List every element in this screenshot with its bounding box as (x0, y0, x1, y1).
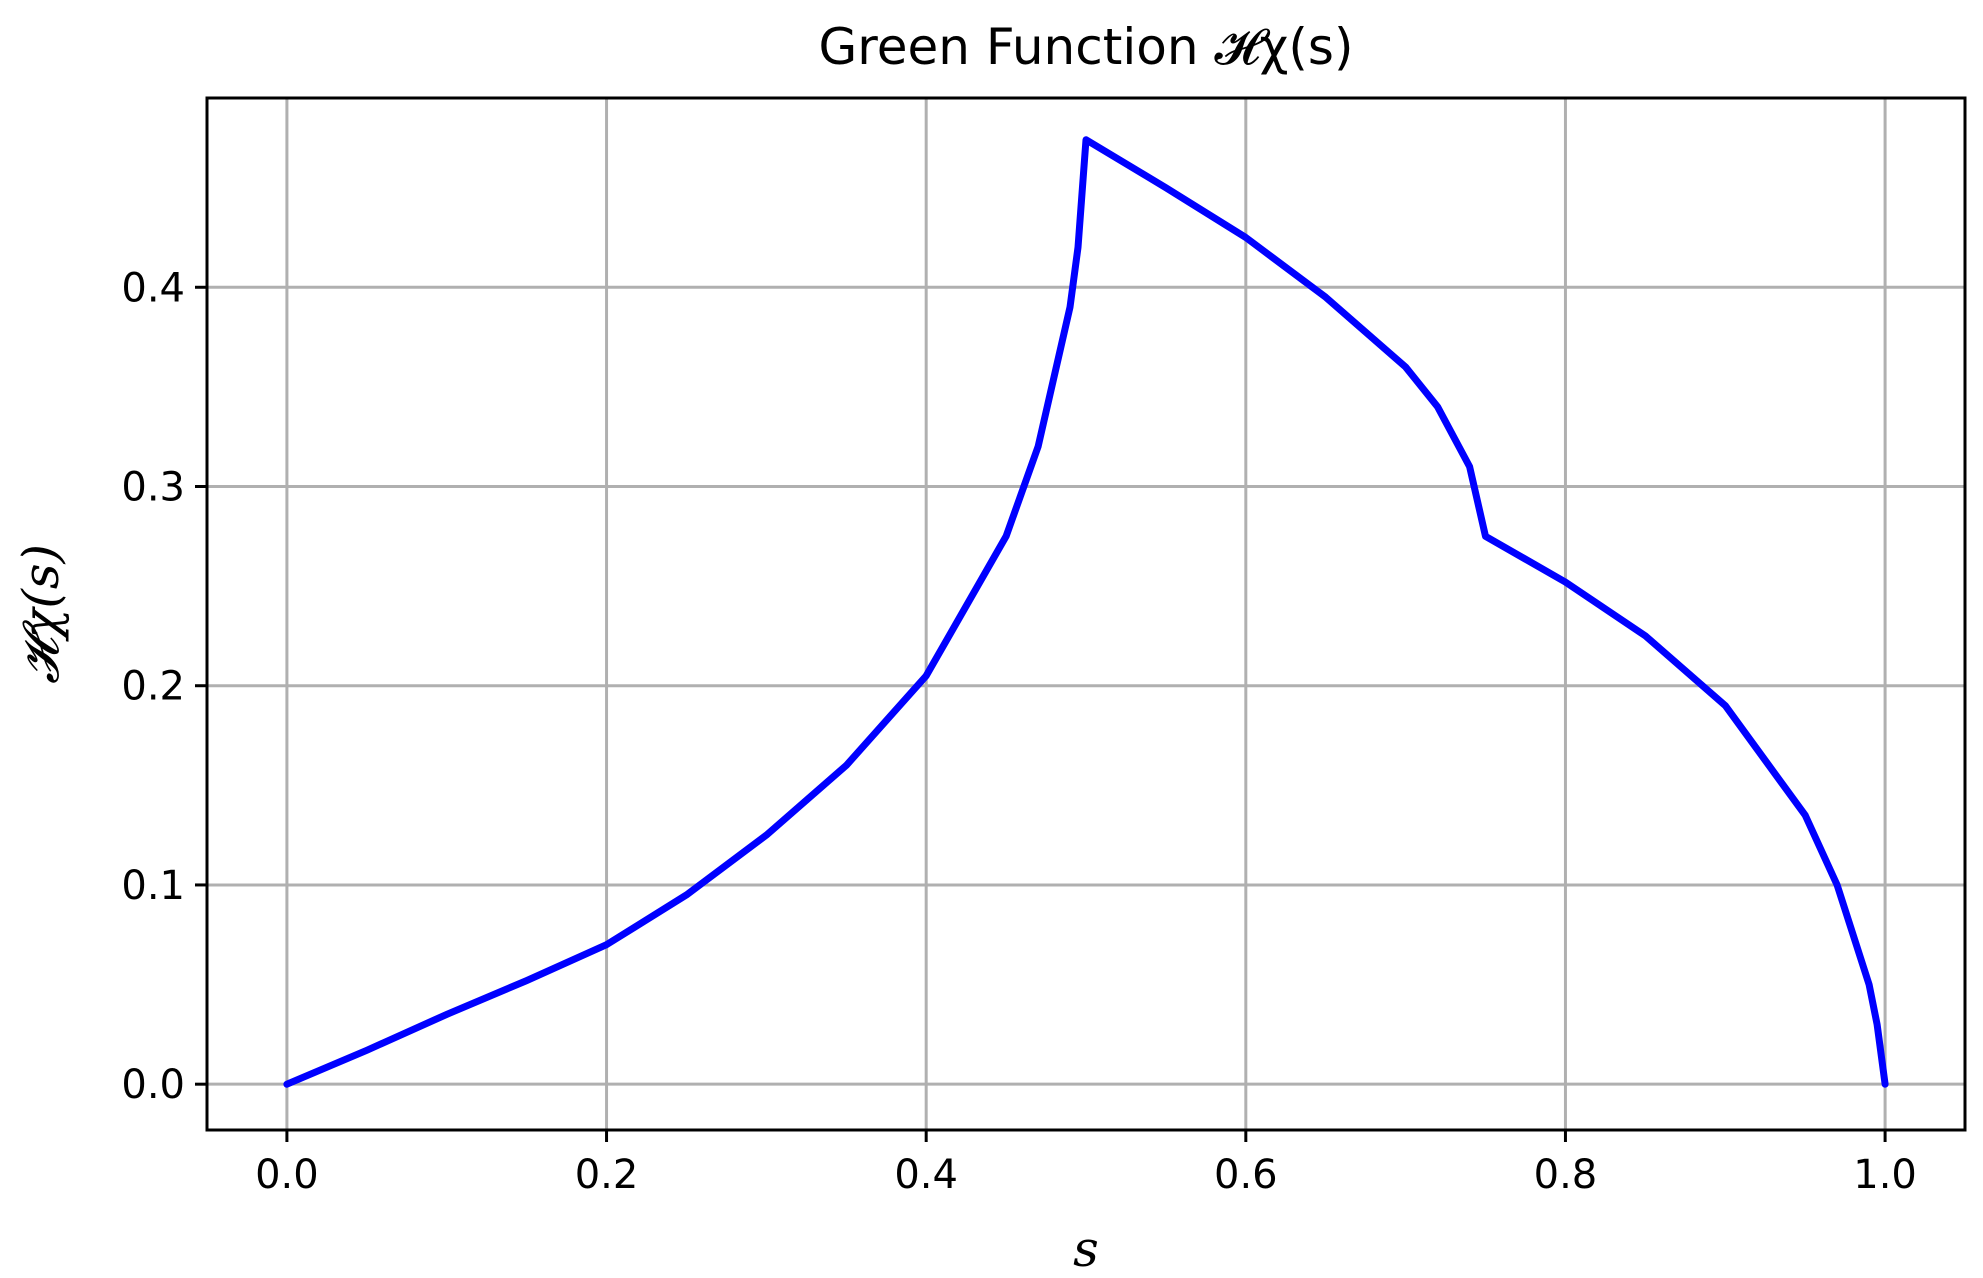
y-axis-label: 𝓗χ(s) (12, 544, 70, 684)
x-tick-label: 0.6 (1214, 1152, 1278, 1198)
y-tick-label: 0.1 (121, 863, 185, 909)
ticks: 0.0 0.2 0.4 0.6 0.8 1.0 0.0 0.1 0.2 0.3 0.4 (121, 265, 1917, 1198)
chart-title: Green Function 𝓗χ(s) (819, 18, 1354, 76)
x-tick-label: 0.8 (1534, 1152, 1598, 1198)
y-tick-label: 0.3 (121, 464, 185, 510)
series-layer (283, 136, 1889, 1088)
x-tick-label: 0.0 (255, 1152, 319, 1198)
y-tick-label: 0.4 (121, 265, 185, 311)
plot-frame (205, 96, 1967, 1132)
x-tick-label: 0.2 (575, 1152, 639, 1198)
y-tick-label: 0.0 (121, 1062, 185, 1108)
x-tick-label: 1.0 (1853, 1152, 1917, 1198)
x-tick-label: 0.4 (894, 1152, 958, 1198)
x-axis-label: s (1073, 1220, 1099, 1278)
y-tick-label: 0.2 (121, 664, 185, 710)
grid (207, 98, 1965, 1130)
series-line (283, 136, 1889, 1088)
